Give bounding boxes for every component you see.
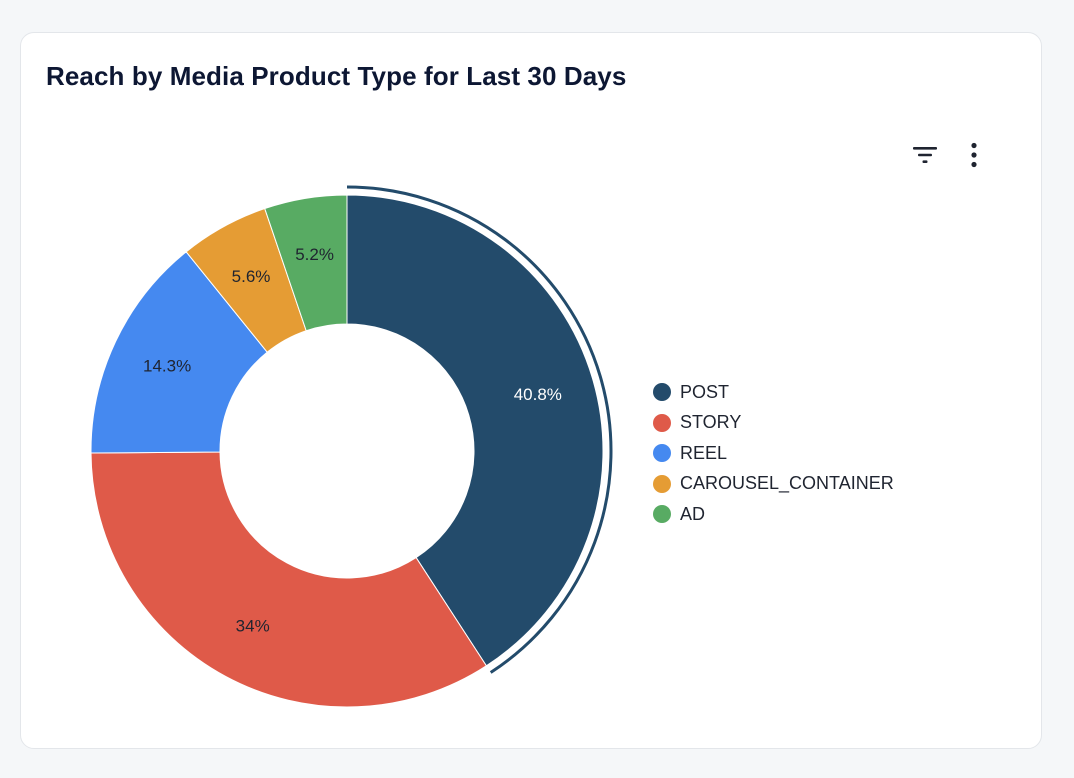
slice-reel[interactable]	[90, 251, 268, 454]
more-options-button[interactable]	[958, 139, 990, 171]
legend-label: REEL	[680, 442, 728, 463]
chart-legend: POST STORY REEL CAROUSEL_CONTAINER AD	[653, 377, 894, 530]
legend-swatch	[653, 383, 671, 402]
legend-swatch	[653, 444, 671, 463]
legend-swatch	[653, 474, 671, 493]
legend-item-carousel-container[interactable]: CAROUSEL_CONTAINER	[653, 469, 894, 500]
legend-swatch	[653, 413, 671, 432]
chart-title: Reach by Media Product Type for Last 30 …	[46, 61, 627, 91]
slice-label-reel: 14.3%	[143, 356, 191, 375]
filter-icon	[913, 147, 937, 163]
legend-label: STORY	[680, 412, 742, 433]
legend-item-ad[interactable]: AD	[653, 499, 894, 530]
slice-post[interactable]	[346, 194, 604, 667]
donut-chart: 40.8% 34% 14.3% 5.6% 5.2%	[90, 185, 613, 708]
legend-label: POST	[680, 381, 730, 402]
legend-label: AD	[680, 503, 706, 524]
legend-swatch	[653, 505, 671, 524]
legend-item-reel[interactable]: REEL	[653, 438, 894, 469]
slice-label-story: 34%	[236, 617, 270, 636]
slice-label-post: 40.8%	[514, 385, 562, 404]
slice-label-ad: 5.2%	[295, 245, 334, 264]
slice-highlight-post	[346, 185, 613, 674]
more-vertical-icon	[971, 142, 977, 168]
filter-button[interactable]	[909, 139, 941, 171]
slice-story[interactable]	[90, 451, 488, 708]
legend-item-story[interactable]: STORY	[653, 408, 894, 439]
slice-ad[interactable]	[264, 194, 348, 332]
legend-item-post[interactable]: POST	[653, 377, 894, 408]
slice-label-carousel-container: 5.6%	[232, 267, 271, 286]
legend-label: CAROUSEL_CONTAINER	[680, 473, 894, 494]
chart-card: Reach by Media Product Type for Last 30 …	[20, 32, 1042, 749]
